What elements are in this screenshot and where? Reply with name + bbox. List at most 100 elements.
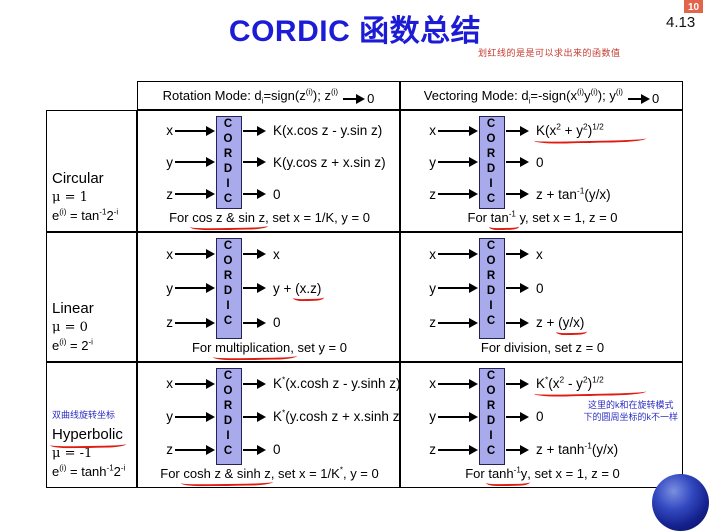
- cordic-box: CORDIC: [216, 116, 242, 209]
- arrow-right-icon: [175, 444, 215, 455]
- arrow-right-icon: [506, 378, 529, 389]
- header-rotation-limit: 0: [367, 91, 375, 106]
- cordic-box: CORDIC: [479, 116, 505, 209]
- red-underline: tan-1: [490, 209, 516, 225]
- red-underline: (y/x): [558, 315, 585, 331]
- arrow-right-icon: [243, 125, 266, 136]
- row-gain-formula: e(i) = tanh-12-i: [52, 463, 126, 479]
- arrow-right-icon: [175, 249, 215, 260]
- input-z-label: z: [166, 186, 173, 202]
- header-vectoring-mode: Vectoring Mode: di=-sign(x(i)y(i)); y(i)…: [400, 81, 683, 110]
- cell-circular-vectoring: x y z CORDIC K(x2 + y2)1/2 0 z + tan-1(y…: [400, 110, 683, 232]
- cell-caption: For tanh-1y, set x = 1, z = 0: [465, 465, 620, 481]
- input-z-label: z: [429, 315, 436, 331]
- row-name: Circular: [52, 170, 104, 187]
- row-mu: μ = 0: [52, 320, 88, 335]
- input-x-label: x: [429, 123, 436, 139]
- input-y-label: y: [166, 280, 173, 296]
- row-gain-formula: e(i) = tan-12-i: [52, 207, 119, 223]
- output-label: z + tanh-1(y/x): [536, 440, 619, 457]
- arrow-right-icon: [175, 378, 215, 389]
- input-y-label: y: [166, 154, 173, 170]
- output-label: K*(x.cosh z - y.sinh z): [273, 374, 401, 391]
- arrow-right-icon: [506, 283, 529, 294]
- arrow-right-icon: [175, 189, 215, 200]
- arrow-right-icon: [243, 157, 266, 168]
- cell-hyperbolic-rotation: x y z CORDIC K*(x.cosh z - y.sinh z) K*(…: [137, 362, 404, 488]
- cell-hyperbolic-vectoring: x y z CORDIC K*(x2 - y2)1/2 0 z + tanh-1…: [400, 362, 683, 488]
- cordic-box: CORDIC: [216, 238, 242, 339]
- header-vectoring-formula: Vectoring Mode: di=-sign(x(i)y(i)); y(i): [423, 87, 623, 106]
- input-y-label: y: [166, 409, 173, 424]
- page-number: 4.13: [666, 14, 696, 31]
- arrow-right-icon: [438, 125, 478, 136]
- output-label: 0: [536, 280, 544, 296]
- output-label: K(y.cos z + x.sin z): [273, 154, 386, 170]
- cell-caption: For division, set z = 0: [480, 340, 605, 355]
- row-label-linear: Linear μ = 0 e(i) = 2-i: [46, 232, 137, 362]
- cordic-box: CORDIC: [479, 368, 505, 465]
- header-rotation-formula: Rotation Mode: di=sign(z(i)); z(i): [162, 87, 339, 106]
- row-gain-formula: e(i) = 2-i: [52, 337, 93, 353]
- arrow-right-icon: [438, 189, 478, 200]
- arrow-right-icon: [243, 249, 266, 260]
- arrow-right-icon: [438, 444, 478, 455]
- input-z-label: z: [429, 186, 436, 202]
- cell-linear-rotation: x y z CORDIC x y + (x.z) 0 For multiplic…: [137, 232, 400, 362]
- arrow-right-icon: [243, 411, 266, 422]
- arrow-right-icon: [343, 93, 366, 104]
- header-vectoring-limit: 0: [652, 91, 660, 106]
- row-label-circular: Circular μ = 1 e(i) = tan-12-i: [46, 110, 137, 232]
- output-label: K(x.cos z - y.sin z): [273, 123, 383, 139]
- input-y-label: y: [429, 154, 436, 170]
- cell-linear-vectoring: x y z CORDIC x 0 z + (y/x) For division,…: [400, 232, 683, 362]
- globe-image: [652, 474, 709, 531]
- red-underline: K*(x2 - y2)1/2: [536, 374, 604, 391]
- input-x-label: x: [166, 246, 173, 262]
- input-z-label: z: [429, 442, 436, 457]
- arrow-right-icon: [438, 411, 478, 422]
- output-label: K(x2 + y2)1/2: [536, 121, 604, 139]
- arrow-right-icon: [243, 189, 266, 200]
- cell-caption: For tan-1 y, set x = 1, z = 0: [467, 209, 618, 225]
- header-rotation-mode: Rotation Mode: di=sign(z(i)); z(i) 0: [137, 81, 400, 110]
- arrow-right-icon: [175, 317, 215, 328]
- output-label: y + (x.z): [273, 280, 322, 296]
- annotation-hyperbolic-note: 双曲线旋转坐标: [52, 410, 116, 420]
- input-y-label: y: [429, 280, 436, 296]
- cell-circular-rotation: x y z CORDIC K(x.cos z - y.sin z) K(y.co…: [137, 110, 400, 232]
- input-x-label: x: [166, 123, 173, 139]
- output-label: K*(y.cosh z + x.sinh z): [273, 407, 404, 424]
- arrow-right-icon: [175, 157, 215, 168]
- annotation-k-note: 这里的k和在旋转模式 下的圆周坐标的k不一样: [583, 400, 678, 422]
- arrow-right-icon: [506, 444, 529, 455]
- arrow-right-icon: [175, 283, 215, 294]
- arrow-right-icon: [506, 249, 529, 260]
- output-label: 0: [273, 315, 281, 331]
- cordic-box: CORDIC: [479, 238, 505, 339]
- page-badge: 10: [684, 0, 703, 13]
- input-x-label: x: [429, 376, 436, 391]
- red-underline: tanh-1y: [488, 465, 528, 481]
- arrow-right-icon: [243, 444, 266, 455]
- input-x-label: x: [429, 246, 436, 262]
- arrow-right-icon: [506, 125, 529, 136]
- cordic-box: CORDIC: [216, 368, 242, 465]
- row-mu: μ = 1: [52, 190, 88, 205]
- cell-caption: For cosh z & sinh z, set x = 1/K*, y = 0: [160, 465, 379, 481]
- output-label: x: [273, 246, 280, 262]
- input-z-label: z: [166, 442, 173, 457]
- output-label: x: [536, 246, 543, 262]
- slide-title: CORDIC 函数总结: [228, 15, 482, 48]
- red-underline: cos z & sin z: [192, 210, 266, 225]
- output-label: 0: [273, 442, 281, 457]
- input-y-label: y: [429, 409, 436, 424]
- output-label: z + tan-1(y/x): [536, 185, 611, 202]
- arrow-right-icon: [243, 317, 266, 328]
- arrow-right-icon: [175, 411, 215, 422]
- row-mu: μ = -1: [52, 446, 93, 461]
- arrow-right-icon: [506, 157, 529, 168]
- arrow-right-icon: [175, 125, 215, 136]
- red-underline: K(x2 + y2)1/2: [536, 121, 604, 139]
- arrow-right-icon: [438, 317, 478, 328]
